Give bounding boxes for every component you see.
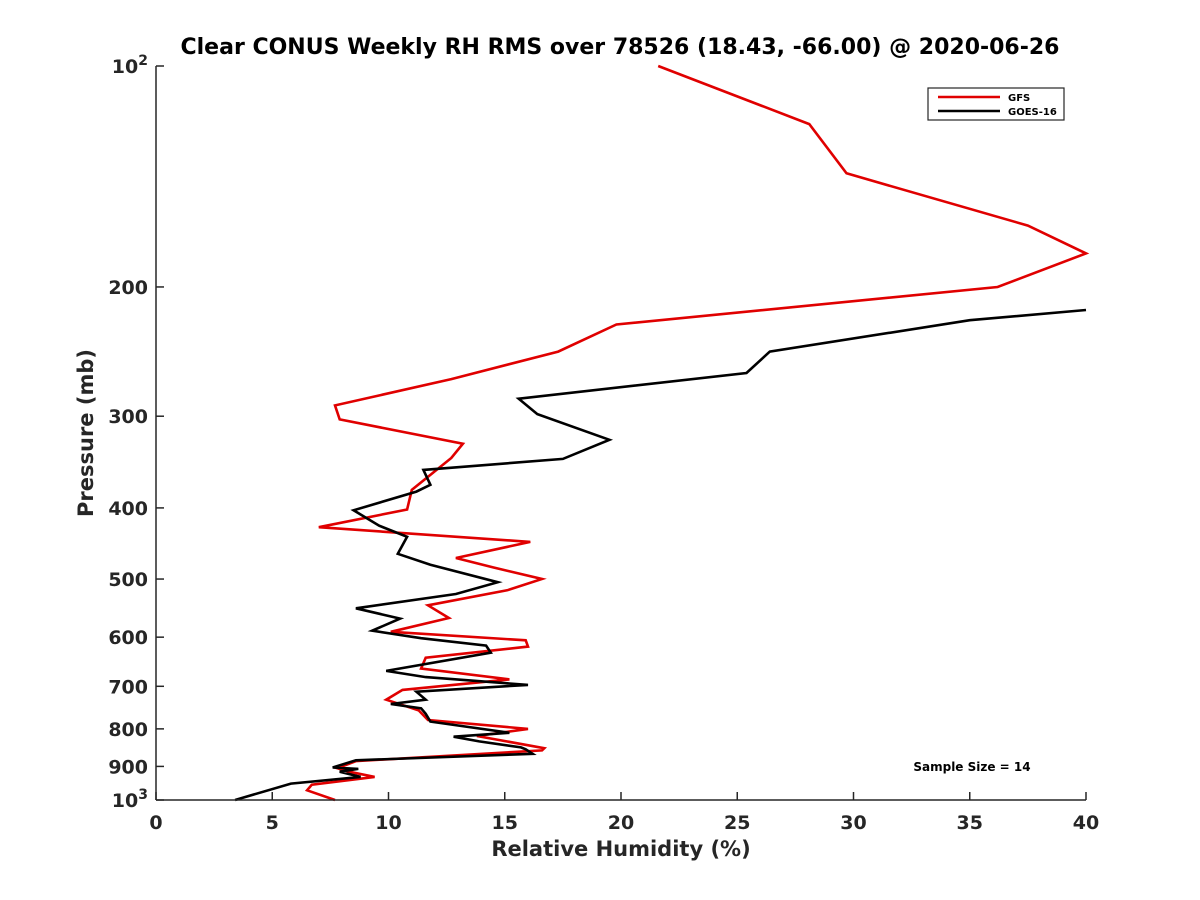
y-tick-label: 700 (108, 676, 148, 698)
series-line-goes16 (234, 308, 1087, 802)
legend-box (927, 87, 1065, 121)
y-tick-label: 400 (108, 498, 148, 520)
legend-label-gfs: GFS (1008, 93, 1030, 104)
y-axis-label: Pressure (mb) (74, 349, 98, 517)
sample-size-annotation: Sample Size = 14 (913, 760, 1030, 774)
series-line-gfs (304, 64, 1090, 802)
y-tick-label: 900 (108, 756, 148, 778)
chart-title: Clear CONUS Weekly RH RMS over 78526 (18… (181, 35, 1060, 60)
x-tick-label: 15 (492, 812, 518, 834)
x-tick-label: 35 (957, 812, 983, 834)
x-tick-label: 20 (608, 812, 634, 834)
y-tick-label: 300 (108, 406, 148, 428)
legend: GFS GOES-16 (927, 87, 1065, 121)
y-tick-label: 200 (108, 277, 148, 299)
x-tick-label: 25 (724, 812, 750, 834)
y-tick-label: 800 (108, 719, 148, 741)
series-layer (234, 64, 1090, 802)
y-tick-label: 600 (108, 627, 148, 649)
y-tick-label: 500 (108, 569, 148, 591)
x-tick-label: 5 (266, 812, 279, 834)
x-axis-label: Relative Humidity (%) (491, 837, 750, 861)
x-tick-label: 30 (840, 812, 866, 834)
x-tick-label: 10 (375, 812, 401, 834)
legend-label-goes16: GOES-16 (1008, 107, 1057, 118)
x-axis-ticks: 0 5 10 15 20 25 30 35 40 (149, 792, 1099, 834)
y-tick-label: 102 (112, 53, 148, 78)
y-axis-ticks: 102 200 300 400 500 600 700 800 900 103 (108, 53, 164, 812)
x-tick-label: 0 (149, 812, 162, 834)
y-tick-label: 103 (112, 787, 148, 812)
x-tick-label: 40 (1073, 812, 1099, 834)
